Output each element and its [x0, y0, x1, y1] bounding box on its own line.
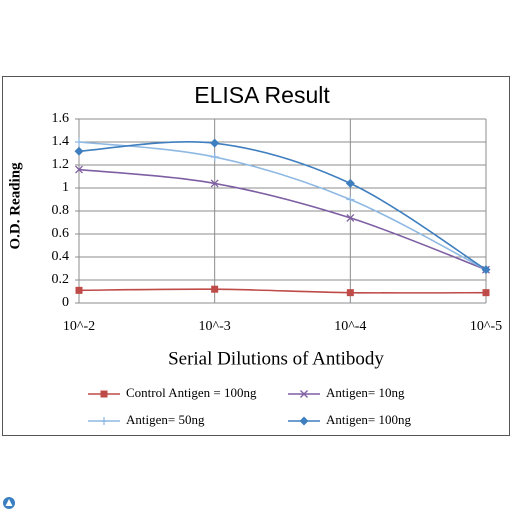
data-point: [75, 138, 83, 146]
data-point: [75, 165, 83, 174]
legend-label: Control Antigen = 100ng: [126, 385, 257, 400]
legend-marker: [100, 417, 108, 425]
y-tick-label: 0.4: [52, 249, 70, 264]
legend-marker: [300, 390, 308, 398]
y-tick-label: 1.6: [52, 111, 70, 126]
legend-marker: [299, 416, 309, 426]
data-point: [482, 289, 490, 297]
legend-label: Antigen= 100ng: [326, 412, 411, 427]
data-point: [74, 146, 84, 156]
x-tick-label: 10^-3: [199, 319, 231, 334]
legend-item: Control Antigen = 100ng: [88, 385, 257, 400]
data-point: [210, 152, 219, 161]
x-axis-label: Serial Dilutions of Antibody: [168, 348, 384, 369]
legend-marker: [100, 390, 108, 398]
data-point: [346, 213, 355, 222]
chart-title: ELISA Result: [194, 82, 330, 108]
legend-item: Antigen= 100ng: [288, 412, 411, 427]
chart-frame: [2, 76, 510, 436]
y-tick-label: 1.2: [52, 157, 70, 172]
data-point: [346, 195, 355, 204]
y-axis-label: O.D. Reading: [7, 162, 23, 250]
y-tick-label: 0: [62, 295, 69, 310]
x-tick-label: 10^-2: [63, 319, 95, 334]
legend-label: Antigen= 10ng: [326, 385, 405, 400]
x-tick-label: 10^-5: [470, 319, 502, 334]
y-tick-label: 0.2: [52, 272, 70, 287]
y-tick-label: 1.4: [52, 134, 70, 149]
y-tick-label: 1: [62, 180, 69, 195]
series-line: [78, 168, 487, 271]
data-point: [210, 179, 219, 188]
legend-item: Antigen= 10ng: [288, 385, 405, 400]
series-line: [78, 140, 487, 271]
data-point: [210, 138, 220, 148]
y-tick-label: 0.6: [52, 226, 70, 241]
data-point: [481, 265, 491, 275]
legend-label: Antigen= 50ng: [126, 412, 205, 427]
series-line: [78, 141, 487, 271]
data-point: [346, 289, 354, 297]
data-point: [75, 286, 83, 294]
series-line: [78, 288, 487, 294]
legend-item: Antigen= 50ng: [88, 412, 205, 427]
data-point: [345, 178, 355, 188]
data-point: [211, 285, 219, 293]
y-tick-label: 0.8: [52, 203, 70, 218]
x-tick-label: 10^-4: [334, 319, 366, 334]
corner-icon: [3, 497, 15, 509]
